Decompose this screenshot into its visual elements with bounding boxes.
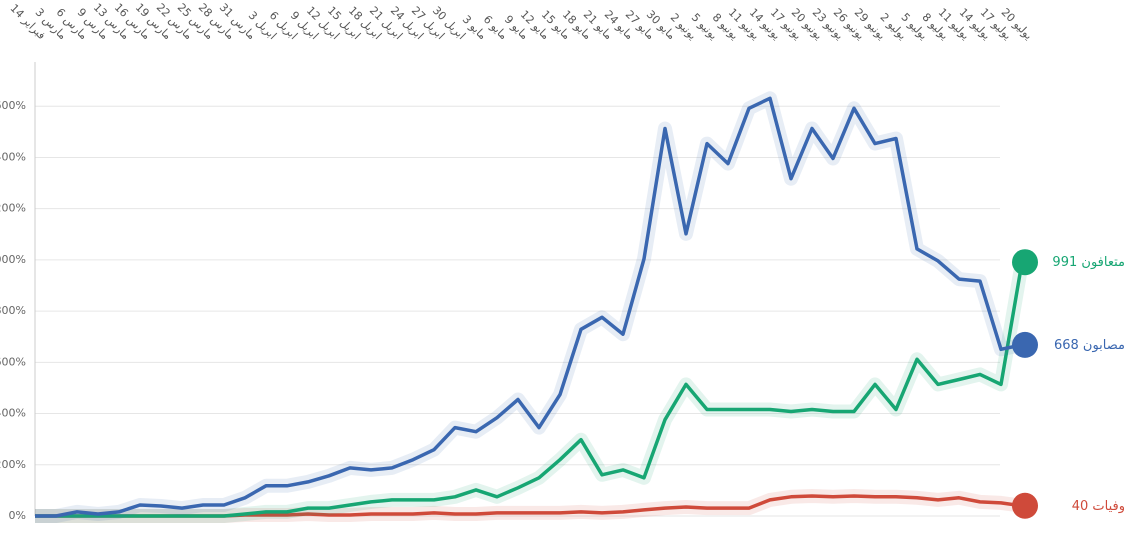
y-tick-label: 600% (0, 355, 26, 368)
end-label-value: 40 (1072, 498, 1089, 513)
end-label-name: مصابون (1083, 337, 1125, 352)
y-tick-label: 1200% (0, 202, 26, 215)
end-label: مصابون 668 (1054, 337, 1125, 352)
y-tick-label: 0% (9, 509, 26, 522)
y-tick-label: 1400% (0, 150, 26, 163)
end-label-name: وفيات (1092, 498, 1125, 513)
end-label-name: متعافون (1081, 255, 1125, 270)
end-label: وفيات 40 (1072, 498, 1125, 513)
end-label: متعافون 991 (1052, 255, 1125, 270)
line (35, 261, 1024, 518)
y-tick-label: 1000% (0, 253, 26, 266)
line (35, 96, 1023, 518)
y-tick-label: 800% (0, 304, 26, 317)
y-tick-label: 200% (0, 458, 26, 471)
end-dot (1012, 492, 1038, 519)
end-dot (1012, 331, 1038, 358)
end-label-value: 991 (1052, 255, 1077, 270)
y-tick-label: 400% (0, 407, 26, 420)
end-dot (1012, 249, 1038, 276)
line-halo (35, 91, 1024, 523)
y-tick-label: 1600% (0, 99, 26, 112)
line-halo (35, 261, 1029, 523)
end-label-value: 668 (1054, 337, 1079, 352)
